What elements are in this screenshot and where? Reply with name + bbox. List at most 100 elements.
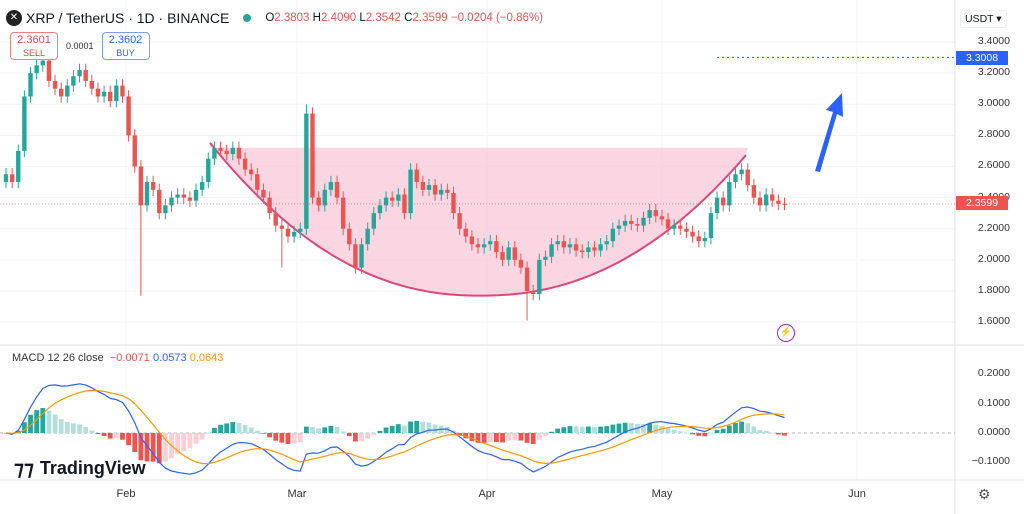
macd-legend[interactable]: MACD 12 26 close −0.0071 0.0573 0.0643 (12, 352, 224, 364)
candle (445, 189, 450, 193)
candle (530, 290, 536, 295)
macd-histogram-bar (775, 433, 781, 435)
candle (206, 158, 211, 183)
macd-histogram-bar (726, 425, 732, 433)
candle (537, 259, 542, 295)
symbol-title[interactable]: XRP / TetherUS · 1D · BINANCE (26, 10, 230, 26)
macd-histogram-bar (653, 424, 659, 433)
macd-histogram-bar (340, 431, 346, 433)
macd-histogram-bar (359, 433, 364, 442)
macd-histogram-bar (757, 429, 763, 433)
macd-value: 0.0573 (152, 352, 187, 364)
candle (426, 185, 432, 190)
candle (40, 60, 45, 66)
macd-histogram-bar (745, 423, 751, 433)
macd-histogram-bar (463, 433, 469, 439)
macd-histogram-bar (285, 433, 291, 445)
time-tick: Apr (478, 488, 496, 500)
candle (279, 225, 285, 229)
candle (77, 70, 82, 77)
macd-histogram-bar (585, 426, 591, 433)
candle (665, 219, 671, 229)
last-price-tag: 2.3599 (956, 196, 1008, 210)
macd-tick: 0.2000 (977, 367, 1010, 380)
candle (439, 189, 444, 195)
candle (273, 213, 278, 226)
candle (512, 247, 517, 260)
macd-histogram-bar (592, 426, 597, 433)
macd-histogram-bar (549, 431, 554, 433)
macd-histogram-bar (457, 433, 463, 435)
candle (371, 213, 376, 229)
tradingview-logo[interactable]: ⁊⁊ TradingView (14, 458, 146, 480)
candle (52, 80, 58, 89)
macd-tick: −0.1000 (971, 455, 1010, 468)
candle (28, 73, 33, 97)
macd-histogram-bar (579, 426, 585, 433)
price-tick: 1.8000 (977, 283, 1010, 296)
candle (175, 194, 180, 198)
lightning-icon[interactable]: ⚡ (777, 324, 795, 342)
sell-button[interactable]: 2.3601 SELL (10, 32, 58, 60)
macd-histogram-bar (365, 433, 371, 439)
macd-signal-value: 0.0643 (189, 352, 224, 364)
buy-button[interactable]: 2.3602 BUY (101, 32, 150, 60)
settings-icon[interactable]: ⚙ (978, 486, 991, 502)
spread-value: 0.0001 (66, 41, 94, 51)
candle (751, 185, 757, 198)
candle (647, 210, 652, 218)
macd-histogram-bar (212, 427, 217, 433)
cup-pattern-curve (209, 142, 747, 297)
macd-histogram-bar (420, 421, 426, 433)
macd-histogram-bar (383, 427, 389, 433)
candle (727, 182, 732, 206)
macd-histogram-bar (15, 430, 21, 433)
macd-histogram-bar (279, 433, 285, 443)
macd-histogram-bar (138, 433, 144, 461)
candle (328, 182, 334, 190)
candle (671, 225, 677, 229)
candle (739, 169, 744, 175)
candle (224, 150, 229, 155)
macd-histogram-bar (536, 433, 542, 440)
candle (659, 216, 665, 220)
macd-histogram-bar (46, 410, 52, 433)
candle (34, 65, 39, 74)
trade-panel: 2.3601 SELL 0.0001 2.3602 BUY (10, 32, 150, 60)
candle (120, 85, 125, 97)
candle (555, 241, 560, 245)
candle (322, 189, 327, 206)
macd-histogram-bar (714, 429, 720, 433)
macd-histogram-bar (322, 427, 328, 433)
candle (733, 174, 738, 183)
macd-histogram-bar (690, 433, 695, 435)
macd-histogram-bar (659, 425, 665, 433)
macd-histogram-bar (291, 433, 297, 444)
candle (500, 252, 505, 260)
macd-histogram-bar (628, 423, 634, 433)
macd-histogram-bar (132, 433, 138, 453)
candle (46, 60, 52, 81)
candle (298, 228, 303, 232)
candle (451, 192, 456, 214)
macd-histogram-bar (389, 425, 395, 433)
macd-histogram-bar (236, 422, 242, 433)
candle (622, 220, 628, 226)
macd-histogram-bar (414, 420, 420, 433)
macd-histogram-bar (248, 427, 254, 433)
macd-histogram-bar (739, 421, 744, 433)
macd-histogram-bar (267, 433, 272, 438)
candle (708, 213, 714, 239)
currency-selector[interactable]: USDT ▾ (960, 10, 1007, 28)
macd-histogram-bar (40, 408, 46, 433)
macd-histogram-bar (530, 433, 536, 444)
time-tick: Mar (287, 488, 307, 500)
candle (684, 228, 689, 232)
macd-histogram-bar (150, 433, 156, 462)
candle (524, 267, 530, 291)
macd-histogram-bar (310, 427, 315, 433)
candle (193, 189, 199, 201)
candle (58, 88, 64, 97)
time-tick: Feb (116, 488, 136, 500)
